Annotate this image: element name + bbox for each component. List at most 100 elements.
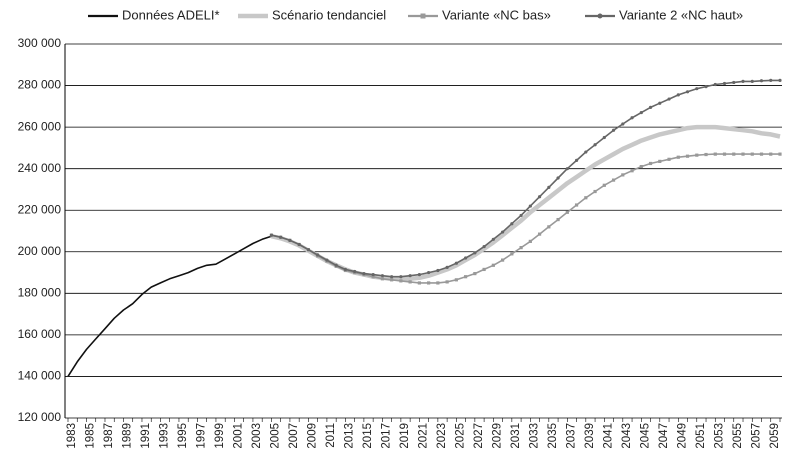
x-tick-label: 2037 <box>565 423 577 449</box>
marker <box>621 173 625 177</box>
x-tick-label: 2031 <box>510 423 522 449</box>
y-tick-label: 260 000 <box>18 119 62 133</box>
x-tick-label: 2045 <box>639 423 651 449</box>
marker <box>390 278 394 282</box>
marker <box>630 169 634 173</box>
legend-marker <box>597 13 603 19</box>
marker <box>417 281 421 285</box>
marker <box>741 152 745 156</box>
marker <box>473 271 477 276</box>
marker <box>408 280 412 284</box>
marker <box>519 213 523 218</box>
marker <box>353 269 357 274</box>
marker <box>658 101 662 105</box>
marker <box>380 274 384 278</box>
x-tick-label: 2015 <box>362 423 374 449</box>
marker <box>547 225 551 229</box>
legend-label: Scénario tendanciel <box>272 7 386 22</box>
x-tick-label: 2029 <box>491 423 503 449</box>
marker <box>334 263 338 267</box>
marker <box>778 152 782 156</box>
marker <box>482 267 486 272</box>
marker <box>584 196 588 200</box>
x-tick-label: 1985 <box>85 423 97 449</box>
marker <box>704 152 708 157</box>
marker <box>380 277 384 281</box>
x-tick-label: 2021 <box>417 423 429 449</box>
marker <box>722 81 727 86</box>
marker <box>574 203 579 207</box>
marker <box>371 273 375 277</box>
series-line <box>271 79 780 278</box>
marker <box>269 233 274 237</box>
x-tick-label: 1999 <box>214 423 226 449</box>
marker <box>279 235 283 239</box>
marker <box>648 161 653 166</box>
marker <box>547 185 551 189</box>
marker <box>722 152 727 156</box>
x-tick-label: 2001 <box>232 423 244 449</box>
marker <box>473 251 477 255</box>
marker <box>704 84 708 89</box>
marker <box>399 279 403 283</box>
marker <box>537 195 542 199</box>
x-tick-label: 2047 <box>658 423 670 449</box>
x-tick-label: 1991 <box>140 423 152 449</box>
marker <box>519 246 523 250</box>
marker <box>639 110 643 115</box>
marker <box>306 248 311 252</box>
marker <box>713 152 717 156</box>
legend-label: Variante «NC bas» <box>442 7 551 22</box>
marker <box>658 159 662 163</box>
marker <box>769 78 773 82</box>
legend-label: Données ADELI* <box>122 7 220 22</box>
marker <box>408 274 412 278</box>
x-tick-label: 1995 <box>177 423 189 449</box>
marker <box>417 273 421 277</box>
marker <box>602 183 606 187</box>
y-tick-label: 160 000 <box>18 327 62 341</box>
x-tick-label: 1993 <box>158 423 170 449</box>
x-tick-label: 2005 <box>269 423 281 449</box>
marker <box>316 253 320 257</box>
x-tick-label: 2013 <box>343 423 355 449</box>
x-tick-label: 1997 <box>195 423 207 449</box>
marker <box>491 237 495 241</box>
marker <box>695 87 699 91</box>
marker <box>676 155 680 159</box>
x-tick-label: 2027 <box>473 423 485 449</box>
x-tick-label: 2023 <box>436 423 448 449</box>
marker <box>510 252 514 256</box>
marker <box>750 152 754 156</box>
marker <box>537 232 542 236</box>
y-tick-label: 120 000 <box>18 410 62 424</box>
marker <box>759 152 764 156</box>
legend-marker <box>420 13 426 19</box>
x-tick-label: 2049 <box>676 423 688 449</box>
marker <box>500 230 505 234</box>
x-tick-label: 2041 <box>602 423 614 449</box>
marker <box>399 275 403 279</box>
marker <box>436 281 440 285</box>
marker <box>565 167 569 171</box>
marker <box>491 263 495 267</box>
x-tick-label: 2003 <box>251 423 263 449</box>
x-tick-label: 2025 <box>454 423 466 449</box>
marker <box>288 238 292 242</box>
marker <box>390 275 394 279</box>
marker <box>556 176 560 180</box>
marker <box>445 265 449 269</box>
series-line <box>67 235 272 377</box>
marker <box>732 152 736 156</box>
marker <box>732 80 736 85</box>
marker <box>528 239 532 243</box>
marker <box>371 275 375 279</box>
x-tick-label: 2019 <box>399 423 411 449</box>
marker <box>667 97 671 101</box>
marker <box>611 178 616 182</box>
marker <box>667 157 671 161</box>
y-tick-label: 240 000 <box>18 161 62 175</box>
y-tick-label: 280 000 <box>18 78 62 92</box>
x-tick-label: 2007 <box>288 423 300 449</box>
marker <box>713 82 717 87</box>
